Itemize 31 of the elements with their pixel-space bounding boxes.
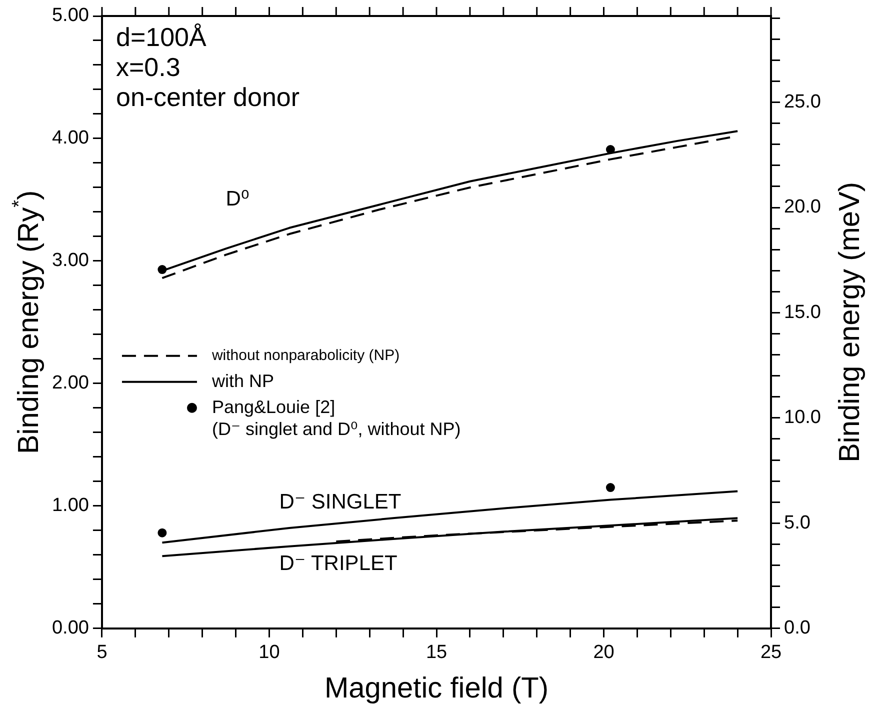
- x-tick-label: 20: [593, 642, 614, 664]
- y-tick-label: 5.00: [52, 5, 89, 26]
- y2-tick-label: 20.0: [784, 196, 822, 218]
- y2-tick-label: 0.0: [784, 618, 810, 639]
- y2-tick-label: 15.0: [784, 302, 822, 323]
- y-axis-title: Binding energy (Ry*): [9, 190, 45, 454]
- x-tick-label: 5: [96, 642, 108, 664]
- annotation: x=0.3: [116, 52, 180, 82]
- annotation: D⁻ TRIPLET: [279, 552, 398, 575]
- x-tick-label: 15: [426, 642, 448, 664]
- legend-label: Pang&Louie [2] (D⁻ singlet and D⁰, without NP): [212, 396, 461, 439]
- x-tick-label: 10: [258, 642, 280, 664]
- y2-tick-label: 25.0: [784, 92, 822, 113]
- point: [158, 528, 167, 538]
- legend-label: with NP: [210, 370, 274, 391]
- y-tick-label: 4.00: [52, 128, 89, 149]
- legend-label: without nonparabolicity (NP): [210, 347, 400, 364]
- y2-tick-label: 10.0: [784, 407, 822, 428]
- x-axis-title: Magnetic field (T): [324, 672, 549, 705]
- point: [606, 483, 615, 492]
- annotation: on-center donor: [116, 82, 300, 112]
- annotation: d=100Å: [116, 22, 208, 52]
- annotation: D⁻ SINGLET: [279, 490, 402, 514]
- y-tick-label: 1.00: [52, 495, 89, 516]
- y-tick-label: 2.00: [52, 372, 89, 394]
- x-tick-label: 25: [760, 642, 782, 664]
- annotation: D⁰: [226, 188, 250, 211]
- y-tick-label: 3.00: [52, 250, 89, 272]
- y-tick-label: 0.00: [52, 618, 89, 639]
- y2-tick-label: 5.0: [784, 512, 810, 534]
- y2-axis-title: Binding energy (meV): [834, 182, 866, 462]
